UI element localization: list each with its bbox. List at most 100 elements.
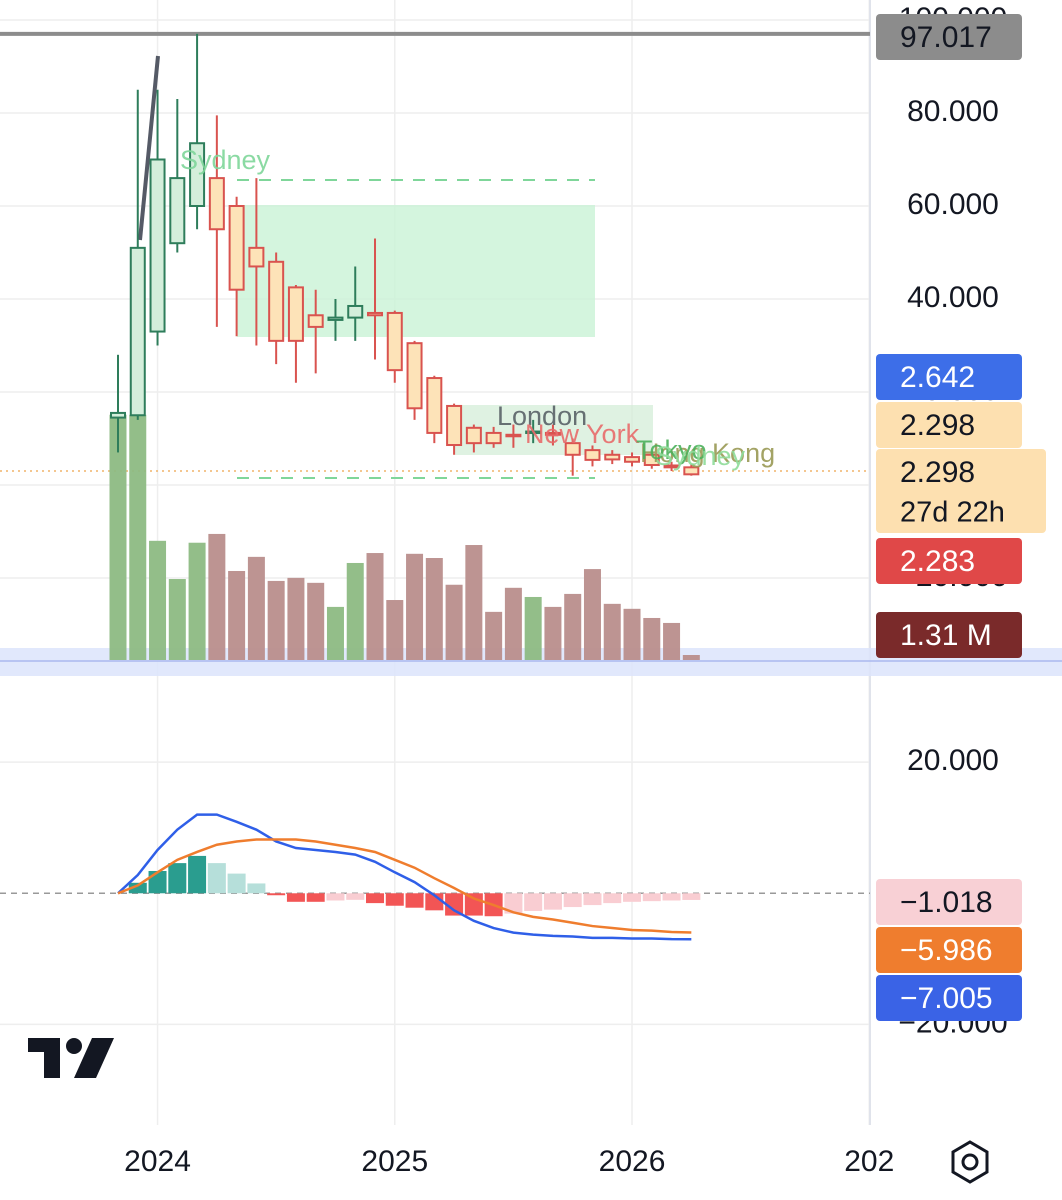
x-tick-label: 2025 — [361, 1145, 428, 1178]
histogram-bar — [286, 893, 305, 902]
session-label: New York — [525, 419, 640, 449]
histogram-bar — [188, 855, 207, 894]
session-label: Sydney — [655, 441, 746, 471]
volume-bar — [386, 600, 404, 660]
candle-body — [505, 433, 522, 438]
volume-bar — [465, 545, 483, 660]
price-badge — [876, 14, 1022, 60]
volume-bar — [109, 414, 127, 660]
histogram-bar — [642, 893, 661, 902]
volume-bar — [366, 553, 384, 660]
histogram-bar — [662, 893, 681, 901]
candle-body — [564, 442, 581, 456]
price-badge — [876, 402, 1022, 448]
volume-bar — [168, 579, 186, 660]
candle-body — [604, 453, 621, 461]
zone — [455, 405, 653, 455]
candle-body — [406, 342, 423, 410]
trend-line — [138, 55, 160, 241]
candle-body — [643, 453, 660, 467]
macd-line — [117, 838, 692, 934]
logo-mark — [74, 1038, 114, 1078]
price-badge — [876, 538, 1022, 584]
histogram-bar — [682, 893, 701, 900]
candle-body — [367, 311, 384, 317]
price-badge — [876, 449, 1046, 533]
histogram-bar — [326, 893, 345, 901]
histogram-bar — [148, 870, 167, 894]
y-tick-label: 60.000 — [907, 188, 999, 221]
candle-body — [624, 456, 641, 463]
candle-body — [485, 431, 502, 445]
x-tick-label: 2026 — [599, 1145, 666, 1178]
volume-bar — [603, 603, 621, 660]
price-badge — [876, 975, 1022, 1021]
candle-body — [287, 286, 304, 342]
volume-bar — [623, 608, 641, 660]
candle-body — [228, 205, 245, 291]
candle-body — [465, 426, 482, 445]
logo — [28, 1038, 114, 1078]
countdown-label: 27d 22h — [900, 497, 1005, 529]
candle-body — [248, 246, 265, 268]
histogram-bar — [168, 863, 187, 894]
price-badge-label: 97.017 — [900, 21, 992, 54]
volume-bar — [267, 580, 285, 660]
volume-bar — [663, 622, 681, 660]
histogram-bar — [346, 893, 365, 900]
histogram-bar — [247, 883, 266, 894]
volume-bar — [643, 617, 661, 660]
price-badge-label: 1.31 M — [900, 619, 992, 652]
volume-bar — [485, 611, 503, 660]
candle-body — [663, 464, 680, 469]
logo-mark — [66, 1038, 82, 1054]
logo-mark — [28, 1038, 60, 1078]
volume-bar — [188, 542, 206, 660]
session-label: Sydney — [180, 145, 271, 175]
candle-body — [307, 314, 324, 328]
volume-bar — [326, 606, 344, 660]
candle-body — [386, 311, 403, 372]
volume-bar — [544, 606, 562, 660]
histogram-bar — [464, 893, 483, 916]
histogram-bar — [207, 863, 226, 894]
histogram-bar — [623, 893, 642, 902]
volume-bar — [287, 577, 305, 660]
session-label: London — [497, 401, 587, 431]
volume-bar — [208, 533, 226, 660]
histogram-bar — [267, 893, 286, 896]
session-label: Tokyo — [636, 435, 707, 465]
price-badge-label: 2.298 — [900, 456, 975, 489]
histogram-bar — [603, 893, 622, 904]
candle-body — [544, 431, 561, 436]
price-badge — [876, 354, 1022, 400]
price-badge-label: 2.298 — [900, 409, 975, 442]
volume-bar — [406, 553, 424, 660]
volume-bar — [149, 540, 167, 660]
volume-bar — [504, 587, 522, 660]
volume-bar — [228, 570, 246, 660]
histogram-bar — [445, 893, 464, 916]
volume-bar — [583, 569, 601, 660]
volume-bar — [445, 584, 463, 660]
settings-icon[interactable] — [951, 1140, 989, 1184]
price-badge — [876, 927, 1022, 973]
x-tick-label: 202 — [844, 1145, 894, 1178]
candle-body — [208, 177, 225, 231]
volume-bar — [524, 596, 542, 660]
y-tick-label: 20.000 — [907, 744, 999, 777]
price-badge — [876, 612, 1022, 658]
volume-bar — [129, 414, 147, 660]
price-badge-label: −5.986 — [900, 934, 993, 967]
candle-body — [110, 411, 126, 419]
histogram-bar — [366, 893, 385, 904]
histogram-bar — [524, 893, 543, 911]
settings-icon-center — [961, 1153, 979, 1171]
y-tick-label: 80.000 — [907, 95, 999, 128]
volume-bar — [346, 562, 364, 660]
price-badge-label: 2.642 — [900, 361, 975, 394]
candle-body — [149, 158, 166, 333]
macd-line — [117, 813, 692, 941]
candle-body — [268, 260, 285, 342]
